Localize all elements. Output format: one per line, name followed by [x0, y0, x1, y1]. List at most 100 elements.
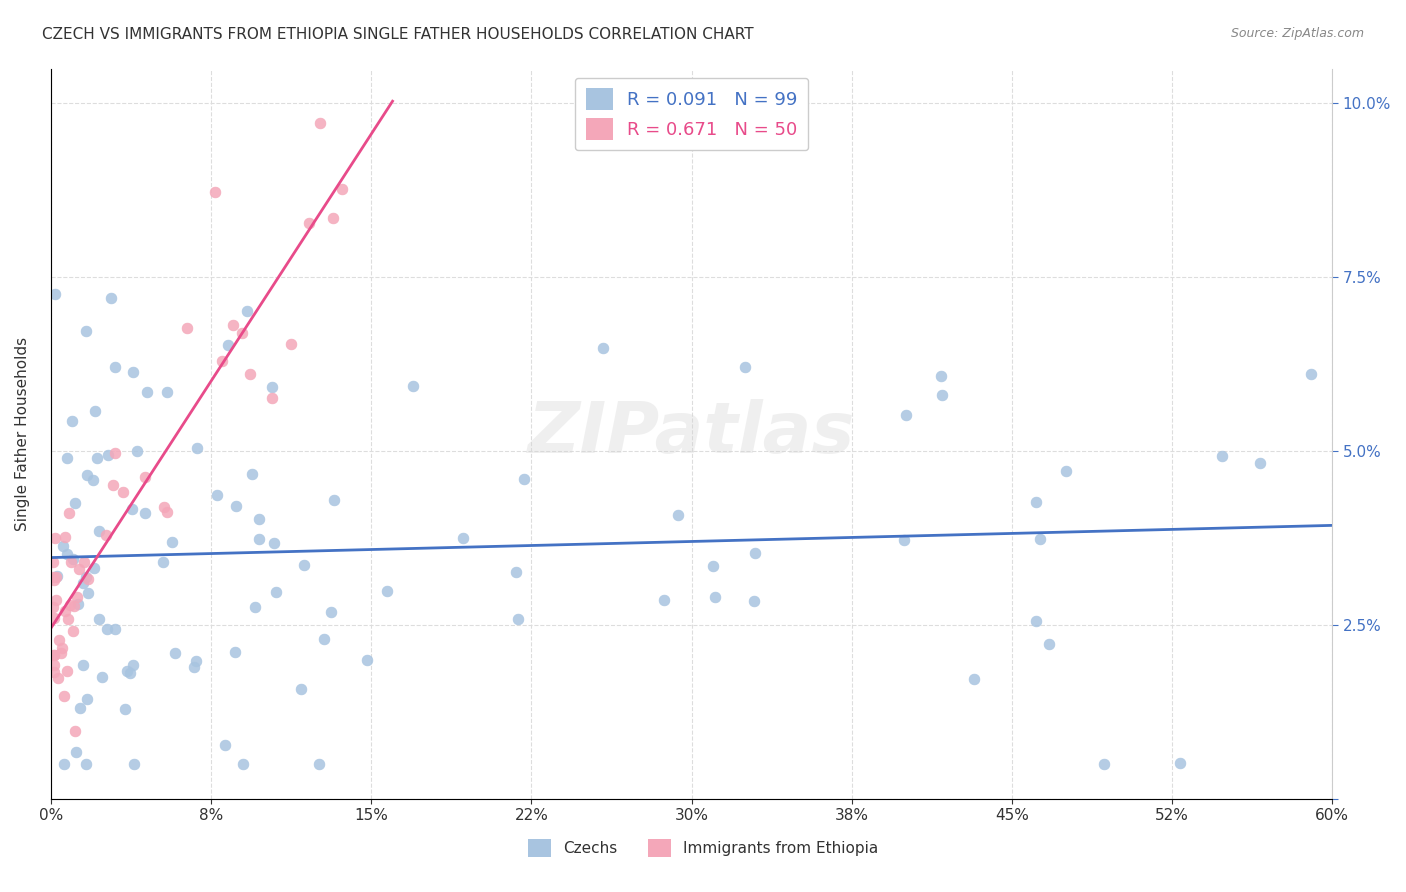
Point [67, 562, 90, 576]
Point [76, 585, 98, 599]
Point [52, 539, 75, 553]
Point [1299, 367, 1322, 381]
Point [121, 502, 143, 516]
Point [62, 414, 84, 428]
Point [1168, 756, 1191, 770]
Point [152, 555, 174, 569]
Point [247, 532, 270, 546]
Point [134, 469, 156, 483]
Point [97, 448, 120, 462]
Point [247, 512, 270, 526]
Point [55, 530, 77, 544]
Point [156, 385, 179, 400]
Point [45, 570, 67, 584]
Point [124, 756, 146, 771]
Point [931, 388, 953, 402]
Point [239, 367, 262, 381]
Point [75, 324, 97, 338]
Point [91, 670, 114, 684]
Point [46, 569, 69, 583]
Point [323, 493, 346, 508]
Point [742, 593, 765, 607]
Point [1038, 637, 1060, 651]
Point [69, 700, 91, 714]
Point [896, 409, 918, 423]
Point [1211, 449, 1233, 463]
Point [63, 496, 86, 510]
Point [225, 500, 247, 514]
Point [929, 369, 952, 384]
Point [72, 658, 94, 673]
Point [703, 590, 725, 604]
Point [76, 467, 98, 482]
Point [48, 671, 70, 685]
Point [42, 570, 65, 584]
Point [86, 450, 108, 465]
Point [330, 182, 353, 196]
Point [280, 337, 302, 351]
Point [183, 659, 205, 673]
Point [77, 572, 100, 586]
Point [112, 485, 135, 500]
Point [232, 756, 254, 771]
Point [65, 745, 87, 759]
Point [96, 623, 118, 637]
Point [263, 536, 285, 550]
Point [734, 360, 756, 375]
Point [104, 359, 127, 374]
Point [42, 600, 65, 615]
Point [222, 318, 245, 332]
Point [83, 561, 105, 575]
Point [122, 658, 145, 673]
Point [59, 598, 82, 612]
Point [224, 645, 246, 659]
Point [104, 622, 127, 636]
Point [176, 320, 198, 334]
Point [73, 555, 96, 569]
Point [56, 451, 79, 466]
Point [44, 531, 66, 545]
Legend: R = 0.091   N = 99, R = 0.671   N = 50: R = 0.091 N = 99, R = 0.671 N = 50 [575, 78, 808, 151]
Point [101, 478, 124, 492]
Point [76, 692, 98, 706]
Point [322, 211, 344, 226]
Point [505, 565, 527, 579]
Point [49, 647, 72, 661]
Point [122, 365, 145, 379]
Point [45, 593, 67, 607]
Point [292, 558, 315, 572]
Point [1092, 756, 1115, 771]
Point [66, 591, 89, 605]
Point [702, 558, 724, 573]
Point [298, 216, 321, 230]
Point [72, 576, 94, 591]
Point [290, 681, 312, 696]
Point [115, 664, 138, 678]
Point [59, 556, 82, 570]
Point [262, 380, 284, 394]
Point [51, 640, 73, 655]
Point [156, 505, 179, 519]
Y-axis label: Single Father Households: Single Father Households [15, 336, 30, 531]
Point [56, 612, 79, 626]
Point [53, 604, 76, 618]
Point [42, 555, 65, 569]
Point [42, 610, 65, 624]
Point [84, 404, 107, 418]
Point [75, 756, 97, 771]
Point [402, 379, 425, 393]
Point [893, 533, 915, 548]
Point [42, 665, 65, 680]
Point [236, 303, 259, 318]
Point [160, 535, 183, 549]
Point [217, 338, 239, 352]
Point [44, 287, 66, 301]
Text: CZECH VS IMMIGRANTS FROM ETHIOPIA SINGLE FATHER HOUSEHOLDS CORRELATION CHART: CZECH VS IMMIGRANTS FROM ETHIOPIA SINGLE… [42, 27, 754, 42]
Legend: Czechs, Immigrants from Ethiopia: Czechs, Immigrants from Ethiopia [519, 830, 887, 866]
Point [309, 116, 332, 130]
Point [100, 291, 122, 305]
Point [136, 385, 159, 400]
Point [120, 665, 142, 680]
Point [153, 500, 176, 514]
Point [104, 446, 127, 460]
